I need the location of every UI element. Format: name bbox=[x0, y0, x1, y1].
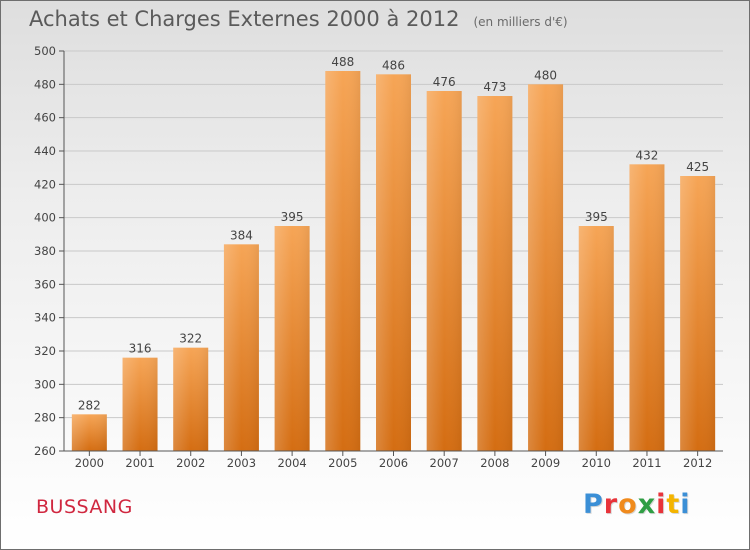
x-tick-label-2003: 2003 bbox=[227, 456, 256, 470]
bar-shine-2009 bbox=[528, 84, 564, 451]
x-tick-label-2005: 2005 bbox=[328, 456, 357, 470]
y-tick-label: 480 bbox=[34, 77, 56, 91]
data-label-2010: 395 bbox=[585, 210, 608, 224]
chart-subtitle: (en milliers d'€) bbox=[473, 15, 568, 29]
commune-name: BUSSANG bbox=[36, 496, 133, 518]
logo-letter: P bbox=[583, 489, 604, 520]
data-label-2004: 395 bbox=[281, 210, 304, 224]
data-label-2000: 282 bbox=[78, 398, 101, 412]
x-tick-label-2011: 2011 bbox=[632, 456, 661, 470]
chart-title-text: Achats et Charges Externes 2000 à 2012 bbox=[29, 7, 460, 31]
bar-shine-2002 bbox=[173, 347, 209, 451]
logo-letter: x bbox=[637, 489, 657, 520]
y-tick-label: 320 bbox=[34, 344, 56, 358]
data-label-2008: 473 bbox=[483, 80, 506, 94]
axes: 260 280 300 320 340 360 380 400 420 440 460 480 500 2… bbox=[34, 44, 723, 470]
y-tick-label: 400 bbox=[34, 211, 56, 225]
proxiti-logo: Proxiti bbox=[583, 489, 691, 520]
bar-shine-2011 bbox=[629, 164, 665, 452]
bar-shine-2005 bbox=[325, 71, 361, 451]
bar-shine-2006 bbox=[376, 74, 411, 451]
y-tick-label: 500 bbox=[34, 44, 56, 58]
x-tick-label-2001: 2001 bbox=[125, 456, 154, 470]
y-tick-label: 420 bbox=[34, 177, 56, 191]
y-tick-label: 300 bbox=[34, 377, 56, 391]
data-labels: 282 316 322 384 395 488 486 476 473 480 395 432 425 bbox=[78, 55, 709, 412]
bars bbox=[71, 71, 716, 452]
bar-shine-2004 bbox=[274, 226, 310, 451]
x-tick-label-2002: 2002 bbox=[176, 456, 205, 470]
y-tick-label: 460 bbox=[34, 111, 56, 125]
bar-shine-2003 bbox=[223, 244, 259, 451]
data-label-2012: 425 bbox=[686, 160, 709, 174]
bar-shine-2010 bbox=[578, 226, 614, 451]
y-tick-label: 360 bbox=[34, 277, 56, 291]
data-label-2003: 384 bbox=[230, 228, 253, 242]
data-label-2005: 488 bbox=[331, 55, 354, 69]
logo-letter: r bbox=[603, 489, 619, 520]
bar-shine-2012 bbox=[680, 176, 716, 451]
bar-shine-2007 bbox=[426, 91, 462, 451]
chart-title: Achats et Charges Externes 2000 à 2012 (e… bbox=[29, 7, 568, 31]
x-tick-label-2004: 2004 bbox=[277, 456, 306, 470]
data-label-2009: 480 bbox=[534, 68, 557, 82]
logo-letter: t bbox=[666, 489, 681, 520]
bar-shine-2001 bbox=[122, 357, 158, 451]
y-tick-label: 380 bbox=[34, 244, 56, 258]
data-label-2011: 432 bbox=[636, 148, 659, 162]
y-tick-label: 260 bbox=[34, 444, 56, 458]
data-label-2006: 486 bbox=[382, 58, 405, 72]
x-tick-label-2008: 2008 bbox=[480, 456, 509, 470]
y-tick-label: 340 bbox=[34, 311, 56, 325]
x-tick-label-2009: 2009 bbox=[531, 456, 560, 470]
data-label-2002: 322 bbox=[179, 332, 202, 346]
data-label-2001: 316 bbox=[129, 342, 152, 356]
x-tick-label-2000: 2000 bbox=[75, 456, 104, 470]
logo-letter: o bbox=[618, 489, 638, 520]
y-tick-label: 440 bbox=[34, 144, 56, 158]
x-tick-label-2010: 2010 bbox=[582, 456, 611, 470]
data-label-2007: 476 bbox=[433, 75, 456, 89]
x-tick-label-2006: 2006 bbox=[379, 456, 408, 470]
y-tick-label: 280 bbox=[34, 411, 56, 425]
logo-letter: i bbox=[656, 489, 667, 520]
x-tick-label-2007: 2007 bbox=[430, 456, 459, 470]
x-tick-label-2012: 2012 bbox=[683, 456, 712, 470]
bar-shine-2008 bbox=[477, 96, 513, 451]
logo-letter: i bbox=[680, 489, 691, 520]
bar-shine-2000 bbox=[71, 414, 107, 451]
